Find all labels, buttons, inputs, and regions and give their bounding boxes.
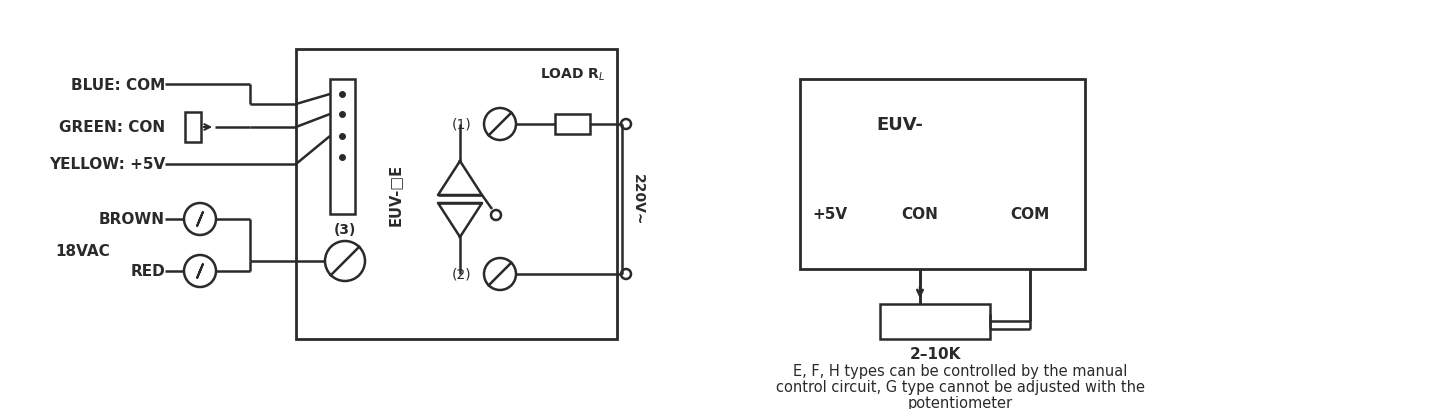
- Text: BLUE: COM: BLUE: COM: [71, 77, 164, 92]
- Text: 2–10K: 2–10K: [909, 347, 961, 362]
- Bar: [330, 80, 355, 214]
- Text: control circuit, G type cannot be adjusted with the: control circuit, G type cannot be adjust…: [775, 380, 1144, 395]
- Text: LOAD R$_L$: LOAD R$_L$: [539, 67, 605, 83]
- Text: potentiometer: potentiometer: [907, 396, 1012, 409]
- Text: 18VAC: 18VAC: [55, 244, 109, 259]
- Bar: [185, 113, 201, 143]
- Bar: [297, 50, 616, 339]
- Bar: [555, 115, 590, 135]
- Text: +5V: +5V: [813, 207, 848, 222]
- Text: 220V~: 220V~: [631, 174, 646, 225]
- Bar: [880, 304, 990, 339]
- Text: GREEN: CON: GREEN: CON: [58, 119, 164, 134]
- Text: (1): (1): [452, 118, 473, 132]
- Text: CON: CON: [901, 207, 938, 222]
- Text: E, F, H types can be controlled by the manual: E, F, H types can be controlled by the m…: [792, 364, 1127, 379]
- Text: RED: RED: [131, 264, 164, 279]
- Text: (3): (3): [334, 222, 356, 236]
- Text: (2): (2): [452, 267, 471, 281]
- Text: EUV-: EUV-: [877, 116, 923, 134]
- Text: EUV-□E: EUV-□E: [388, 164, 403, 225]
- Text: COM: COM: [1011, 207, 1050, 222]
- Text: BROWN: BROWN: [99, 212, 164, 227]
- Text: YELLOW: +5V: YELLOW: +5V: [49, 157, 164, 172]
- Bar: [800, 80, 1085, 270]
